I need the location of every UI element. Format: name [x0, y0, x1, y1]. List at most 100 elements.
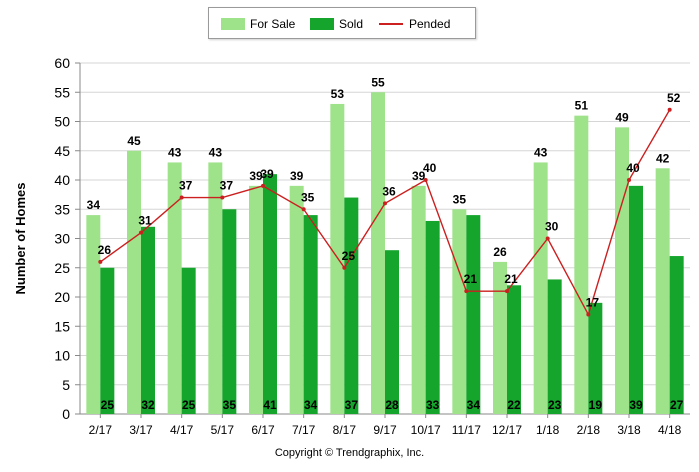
data-label-for-sale: 55	[371, 75, 385, 89]
pended-point	[98, 259, 103, 264]
data-label-pended: 37	[179, 179, 193, 193]
data-label-pended: 31	[138, 214, 152, 228]
data-label-sold: 19	[589, 398, 603, 412]
bar-for-sale	[493, 261, 507, 414]
data-label-pended: 35	[301, 190, 315, 204]
bar-for-sale	[330, 103, 345, 414]
y-tick-label: 50	[54, 114, 70, 130]
data-label-pended: 52	[667, 91, 681, 105]
data-label-for-sale: 51	[575, 99, 589, 113]
data-label-for-sale: 43	[168, 145, 182, 159]
for-sale-swatch	[221, 18, 245, 30]
data-label-for-sale: 34	[87, 198, 101, 212]
data-label-for-sale: 43	[534, 145, 548, 159]
pended-point	[301, 207, 306, 212]
bar-sold	[466, 215, 481, 414]
data-label-sold: 34	[467, 398, 481, 412]
bar-for-sale	[615, 127, 629, 414]
data-label-pended: 36	[382, 184, 396, 198]
legend: For Sale Sold Pended	[208, 7, 476, 39]
pended-point	[139, 230, 143, 235]
data-label-for-sale: 39	[249, 169, 263, 183]
x-tick-label: 4/18	[658, 423, 682, 437]
legend-label-for-sale: For Sale	[250, 17, 296, 31]
pended-point	[261, 183, 265, 188]
data-label-sold: 32	[141, 398, 155, 412]
pended-swatch	[379, 23, 403, 25]
bar-sold	[588, 302, 603, 414]
pended-point	[545, 236, 550, 241]
x-tick-label: 12/17	[492, 423, 522, 437]
x-tick-label: 3/17	[129, 423, 153, 437]
y-tick-label: 10	[54, 348, 70, 364]
data-label-sold: 39	[629, 398, 643, 412]
pended-point	[220, 195, 225, 200]
pended-point	[179, 195, 184, 200]
bar-sold	[425, 220, 440, 414]
bar-sold	[303, 215, 318, 414]
data-label-pended: 25	[342, 249, 356, 263]
pended-point	[423, 178, 428, 182]
data-label-sold: 35	[223, 398, 237, 412]
legend-item-for-sale: For Sale	[221, 16, 295, 32]
data-label-for-sale: 45	[127, 134, 141, 148]
y-tick-label: 30	[54, 231, 70, 247]
data-label-pended: 40	[626, 161, 640, 175]
data-label-for-sale: 49	[615, 110, 629, 124]
data-label-pended: 30	[545, 220, 559, 234]
x-tick-label: 10/17	[411, 423, 441, 437]
data-label-sold: 37	[345, 398, 359, 412]
pended-point	[667, 107, 672, 112]
bar-sold	[669, 256, 684, 414]
data-label-sold: 25	[182, 398, 196, 412]
data-label-sold: 28	[385, 398, 399, 412]
pended-point	[383, 201, 387, 206]
data-label-pended: 40	[423, 161, 437, 175]
bar-for-sale	[371, 92, 385, 414]
pended-point	[586, 312, 591, 317]
bar-sold	[181, 267, 196, 414]
x-tick-label: 11/17	[452, 423, 481, 437]
x-tick-label: 1/18	[536, 423, 560, 437]
data-label-sold: 25	[101, 398, 115, 412]
bar-sold	[547, 279, 562, 414]
legend-item-pended: Pended	[379, 16, 450, 32]
bar-for-sale	[574, 115, 589, 415]
sold-swatch	[310, 18, 334, 30]
bar-for-sale	[452, 209, 467, 414]
bar-sold	[385, 250, 399, 414]
bar-for-sale	[127, 150, 141, 414]
x-tick-label: 2/17	[89, 423, 113, 437]
legend-label-pended: Pended	[409, 17, 451, 31]
y-tick-label: 40	[54, 172, 70, 188]
y-tick-label: 35	[54, 201, 70, 217]
data-label-pended: 37	[220, 179, 234, 193]
bar-for-sale	[249, 185, 263, 414]
pended-point	[464, 289, 469, 294]
data-label-pended: 17	[586, 296, 600, 310]
data-label-pended: 26	[98, 243, 112, 257]
x-tick-label: 9/17	[373, 423, 397, 437]
y-tick-label: 15	[54, 318, 70, 334]
bar-for-sale	[208, 162, 223, 414]
pended-point	[505, 289, 509, 294]
bar-for-sale	[411, 185, 426, 414]
y-tick-label: 60	[54, 55, 70, 71]
copyright-text: Copyright © Trendgraphix, Inc.	[274, 447, 425, 459]
data-label-for-sale: 53	[331, 87, 345, 101]
y-tick-label: 5	[62, 377, 70, 393]
bar-for-sale	[655, 168, 670, 414]
y-tick-label: 25	[54, 260, 70, 276]
x-tick-label: 6/17	[251, 423, 275, 437]
bar-for-sale	[533, 162, 548, 414]
x-tick-label: 8/17	[333, 423, 357, 437]
x-tick-label: 2/18	[577, 423, 601, 437]
data-label-pended: 39	[260, 167, 274, 181]
data-label-for-sale: 42	[656, 151, 670, 165]
data-label-for-sale: 35	[453, 192, 467, 206]
data-label-for-sale: 39	[290, 169, 304, 183]
x-tick-label: 5/17	[211, 423, 235, 437]
data-label-sold: 34	[304, 398, 318, 412]
y-tick-label: 55	[54, 84, 70, 100]
bar-sold	[141, 226, 155, 414]
